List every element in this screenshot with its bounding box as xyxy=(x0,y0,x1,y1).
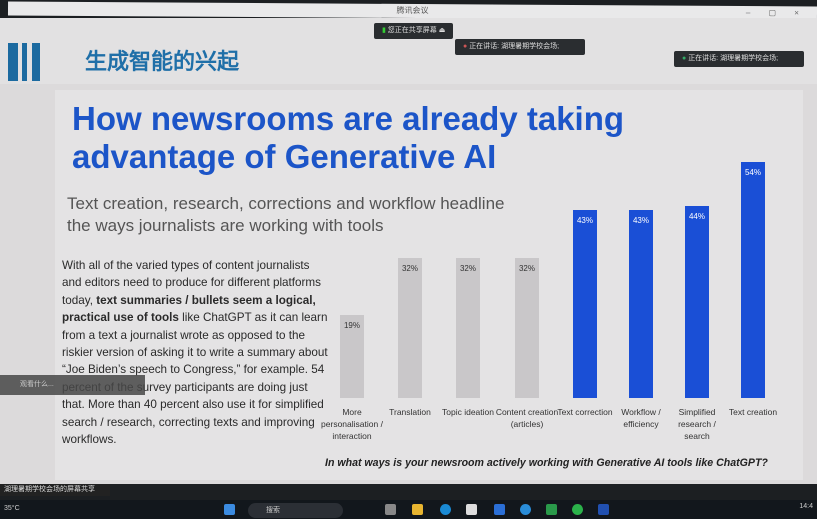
meeting-icon[interactable] xyxy=(520,504,531,515)
data-label: 44% xyxy=(688,211,705,221)
category-label: Topic ideation xyxy=(442,407,494,417)
notification-toast[interactable]: 观看什么... xyxy=(0,375,145,395)
slide-title: How newsrooms are already taking advanta… xyxy=(72,100,625,175)
share-status-bar[interactable]: 湖理暑期学校会场的屏幕共享 xyxy=(0,484,110,496)
body-text: With all of the varied types of content … xyxy=(62,259,322,307)
category-label: Workflow / efficiency xyxy=(621,407,661,429)
category-label: Content creation (articles) xyxy=(495,407,559,429)
slide-panel xyxy=(55,90,803,480)
sharing-label: 您正在共享屏幕 xyxy=(387,27,437,34)
edge-icon[interactable] xyxy=(440,504,451,515)
category-label: Simplified research / search xyxy=(678,407,716,441)
category-label: Text creation xyxy=(728,407,778,417)
speaking-text: 正在讲话: 湖理暑期学校会场; xyxy=(469,43,560,50)
weather[interactable]: 35°C xyxy=(4,505,20,512)
toast-text: 观看什么... xyxy=(20,381,54,388)
category-label: More personalisation / interaction xyxy=(321,407,383,441)
bar-3 xyxy=(515,258,539,398)
app-icon[interactable] xyxy=(494,504,505,515)
data-label: 32% xyxy=(459,264,476,274)
mic-icon: ● xyxy=(682,55,689,62)
folder-icon[interactable] xyxy=(412,504,423,515)
mic-icon: ● xyxy=(463,43,470,50)
signal-icon: ▮ xyxy=(382,27,388,34)
data-label: 54% xyxy=(744,168,761,177)
start-icon[interactable] xyxy=(224,504,235,515)
bar-7 xyxy=(741,162,765,398)
speaking-text: 正在讲话: 湖理暑期学校会场; xyxy=(688,55,779,62)
app-icon[interactable] xyxy=(546,504,557,515)
body-bold-text: text summaries / bullets seem a logical,… xyxy=(62,293,316,325)
data-label: 43% xyxy=(632,216,649,226)
speaking-indicator: ● 正在讲话: 湖理暑期学校会场; xyxy=(455,39,585,55)
wechat-icon[interactable] xyxy=(572,504,583,515)
slide-body: With all of the varied types of content … xyxy=(62,257,332,448)
clock[interactable]: 14:4 xyxy=(799,503,813,510)
bar-2 xyxy=(456,258,480,398)
header-title: 生成智能的兴起 xyxy=(85,49,240,74)
speaking-indicator-2: ● 正在讲话: 湖理暑期学校会场; xyxy=(674,51,804,67)
taskbar: 35°C 搜索 14:4 xyxy=(0,500,817,519)
category-label: Text correction xyxy=(557,407,613,417)
app-icon[interactable] xyxy=(385,504,396,515)
bar-4 xyxy=(573,210,597,398)
data-label: 43% xyxy=(576,216,593,226)
logo-icon xyxy=(8,43,48,81)
data-label: 32% xyxy=(518,264,535,274)
window-title: 腾讯会议 xyxy=(396,5,429,16)
category-label: Translation xyxy=(389,407,431,417)
chart-title: In what ways is your newsroom actively w… xyxy=(325,457,768,469)
bar-5 xyxy=(629,210,653,398)
bar-0 xyxy=(340,314,364,398)
bar-1 xyxy=(398,258,422,398)
data-label: 19% xyxy=(343,320,360,330)
data-label: 32% xyxy=(401,264,418,274)
bar-6 xyxy=(685,205,709,398)
sharing-indicator[interactable]: ▮ 您正在共享屏幕 ⏏ xyxy=(374,23,454,39)
app-icon[interactable] xyxy=(598,504,609,515)
shared-screen: 生成智能的兴起 ▮ 您正在共享屏幕 ⏏ ● 正在讲话: 湖理暑期学校会场; ● … xyxy=(0,18,817,484)
store-icon[interactable] xyxy=(466,504,477,515)
search-box[interactable]: 搜索 xyxy=(248,503,343,518)
slide-subtitle: Text creation, research, corrections and… xyxy=(67,194,505,235)
